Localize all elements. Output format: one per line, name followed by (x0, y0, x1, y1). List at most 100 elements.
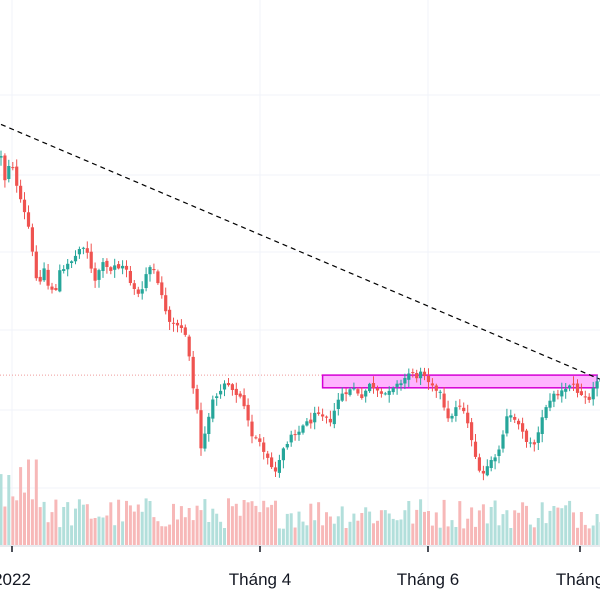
candle-body (587, 396, 591, 400)
volume-bar (227, 498, 230, 545)
candle-body (591, 387, 595, 400)
candle (77, 246, 81, 259)
candle-body (360, 394, 364, 398)
candle (391, 386, 395, 395)
candle-body (50, 286, 54, 290)
candle (113, 258, 117, 278)
candle (250, 414, 254, 444)
candle-body (532, 442, 536, 445)
candle-body (419, 371, 423, 379)
volume-bar (430, 525, 434, 545)
volume-bar (568, 500, 572, 545)
candle (26, 205, 31, 229)
trendline-dashed[interactable] (0, 123, 600, 380)
candle (42, 262, 46, 282)
candle-body (128, 271, 132, 283)
candle-body (101, 262, 105, 271)
volume-bar (372, 523, 375, 545)
candle (281, 447, 285, 469)
candle-body (583, 396, 587, 398)
candle (513, 413, 517, 423)
volume-bar (423, 511, 426, 545)
candle (426, 368, 431, 390)
time-axis[interactable]: 2022 Tháng 4 Tháng 6 Tháng (0, 545, 600, 589)
volume-bar (148, 501, 152, 545)
candle (364, 389, 368, 403)
candle (521, 417, 525, 439)
resistance-zone[interactable] (321, 374, 598, 389)
candle (497, 445, 501, 464)
candle-body (430, 383, 434, 386)
candle-body (250, 421, 254, 437)
volume-bar (11, 496, 15, 545)
candle-body (481, 470, 485, 474)
candle-body (226, 383, 231, 386)
volume-bar (560, 508, 564, 545)
candle (58, 264, 62, 293)
candle-body (175, 322, 180, 326)
candle-body (395, 383, 399, 387)
candle (313, 406, 317, 430)
candle-body (144, 274, 148, 288)
volume-bar (293, 527, 297, 545)
candle-body (458, 405, 462, 407)
volume-bar (564, 505, 568, 545)
volume-bar (470, 507, 474, 545)
volume-bar (340, 506, 344, 545)
candle (211, 395, 215, 423)
candle (273, 461, 278, 477)
candle (356, 387, 360, 396)
candle (501, 430, 505, 453)
volume-bar (348, 521, 352, 545)
candle-body (26, 212, 31, 227)
candle (560, 382, 564, 403)
candle-body (536, 432, 540, 443)
volume-bar (587, 528, 591, 545)
volume-bar (352, 513, 356, 545)
volume-bar (27, 459, 30, 545)
volume-bar (305, 525, 309, 545)
candle (54, 284, 58, 291)
candle-body (513, 417, 517, 420)
candle (473, 434, 478, 459)
volume-bar (215, 513, 219, 545)
candle-body (242, 395, 246, 407)
volume-bar (281, 528, 285, 545)
candle (332, 403, 336, 429)
candle (3, 153, 7, 188)
volume-bar (105, 515, 109, 545)
candle (387, 386, 391, 403)
volume-bar (136, 504, 140, 545)
trendline[interactable] (0, 123, 600, 380)
candle-body (136, 289, 140, 294)
volume-bar (328, 516, 332, 545)
candle (81, 246, 85, 255)
candle-body (124, 265, 129, 270)
zone-rectangle[interactable] (321, 374, 598, 389)
volume-bar (168, 524, 172, 545)
candle (226, 378, 231, 387)
candle (85, 241, 89, 259)
candle (285, 441, 289, 450)
candle (517, 418, 521, 430)
candle-body (73, 255, 78, 262)
volume-bar (313, 520, 317, 545)
volume-bar (191, 520, 195, 545)
candle (15, 159, 19, 193)
candle (234, 382, 238, 403)
volume-bar (336, 516, 340, 545)
volume-bar (109, 502, 113, 545)
candle-body (442, 393, 446, 408)
candle (266, 450, 270, 465)
candle-body (156, 271, 160, 284)
candle-body (560, 390, 564, 397)
candle (309, 412, 313, 429)
volume-bar (325, 512, 328, 545)
candle-body (368, 383, 372, 392)
candle-body (356, 389, 360, 394)
candle (552, 390, 556, 408)
candle (293, 429, 297, 441)
volume-bar (391, 518, 395, 545)
